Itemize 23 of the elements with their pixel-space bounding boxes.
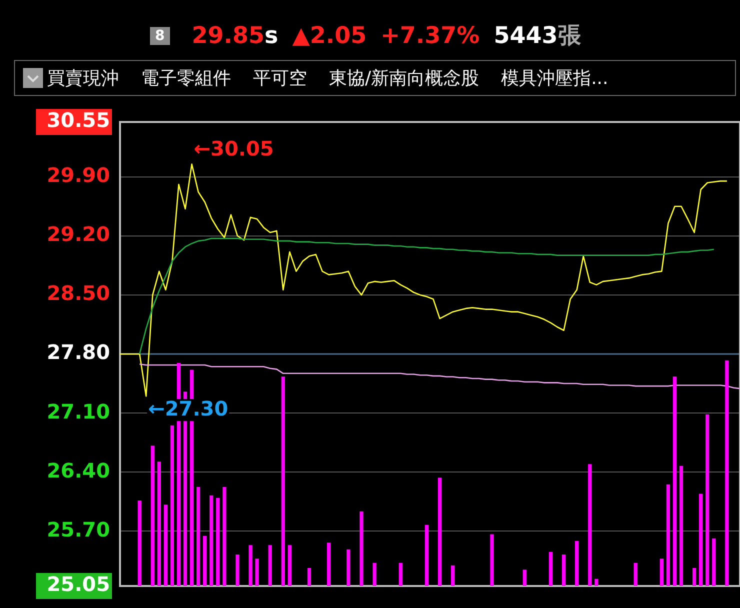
y-tick-label: 30.55 bbox=[46, 108, 110, 132]
annotation: ←27.30 bbox=[148, 396, 228, 420]
text: 張 bbox=[558, 22, 581, 51]
annotation: ←30.05 bbox=[194, 136, 274, 160]
y-tick-label: 25.05 bbox=[46, 572, 110, 596]
text: 29.85 bbox=[192, 22, 265, 48]
text: 模具沖壓指... bbox=[501, 67, 608, 90]
text: +7.37% bbox=[380, 22, 480, 48]
y-tick-label: 29.20 bbox=[46, 222, 110, 246]
text: 買賣現沖 bbox=[47, 67, 119, 90]
y-tick-label: 27.80 bbox=[46, 340, 110, 364]
text: 5443 bbox=[494, 22, 558, 48]
y-tick-label: 27.10 bbox=[46, 399, 110, 424]
text: 平可空 bbox=[253, 67, 307, 90]
text: 8 bbox=[150, 26, 170, 44]
y-tick-label: 26.40 bbox=[46, 458, 110, 482]
y-tick-label: 25.70 bbox=[46, 517, 110, 542]
text: s bbox=[264, 22, 278, 48]
text: 電子零組件 bbox=[141, 67, 231, 90]
text: 東協/新南向概念股 bbox=[329, 67, 480, 90]
y-tick-label: 28.50 bbox=[46, 281, 110, 306]
text: ▲2.05 bbox=[292, 22, 367, 48]
y-tick-label: 29.90 bbox=[46, 163, 110, 188]
